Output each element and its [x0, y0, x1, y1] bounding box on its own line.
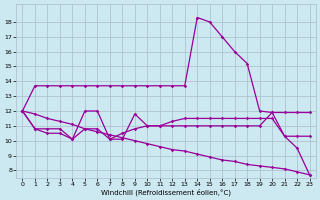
X-axis label: Windchill (Refroidissement éolien,°C): Windchill (Refroidissement éolien,°C) — [101, 188, 231, 196]
